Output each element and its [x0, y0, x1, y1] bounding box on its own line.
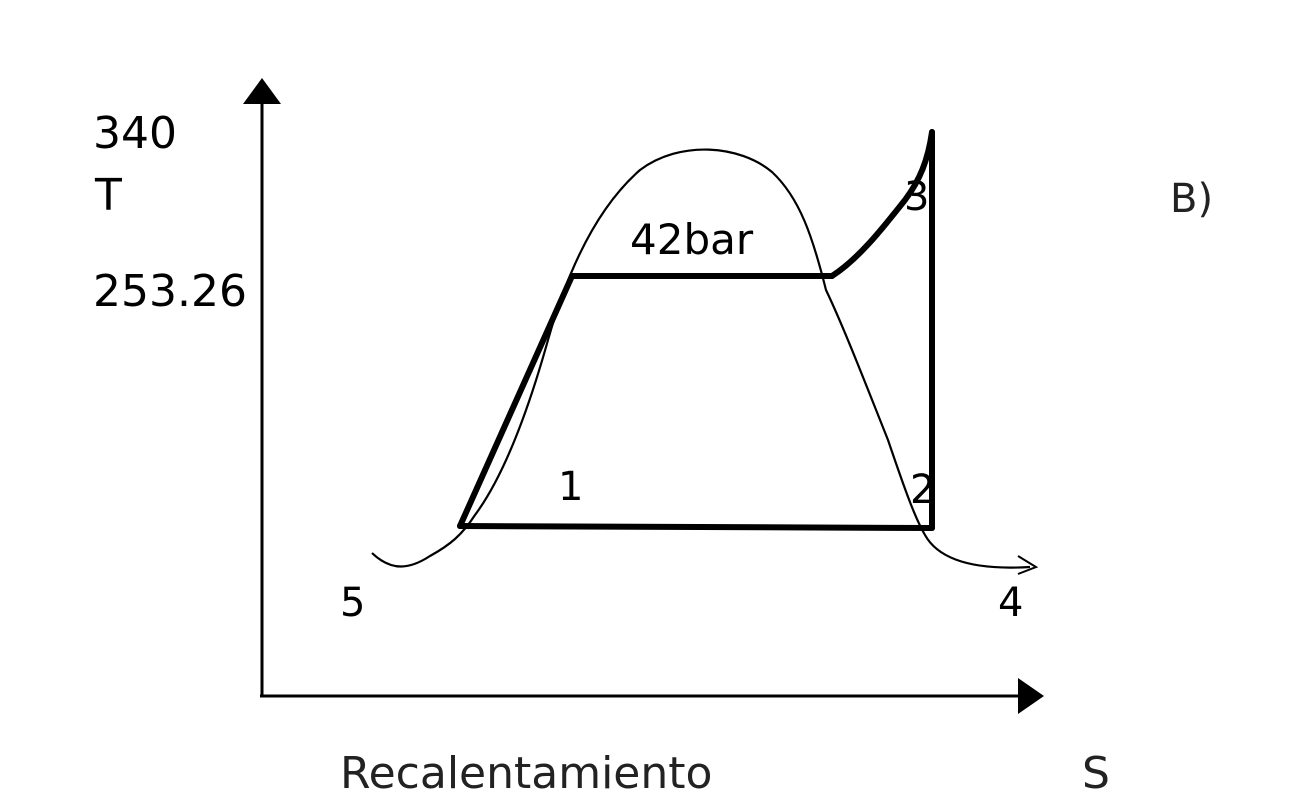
y-axis-top-value: 340	[93, 108, 177, 159]
curve-end-arrow	[1017, 555, 1039, 575]
x-axis-arrowhead	[1018, 678, 1044, 714]
pressure-label: 42bar	[630, 215, 754, 264]
x-axis-label: S	[1082, 748, 1110, 799]
cycle-condensation-line	[457, 523, 935, 531]
y-axis-label: T	[94, 170, 122, 221]
y-axis-arrowhead	[243, 78, 281, 104]
point-5-label: 5	[340, 580, 365, 626]
point-4-label: 4	[998, 580, 1023, 626]
y-axis-mid-value: 253.26	[93, 266, 247, 317]
caption: Recalentamiento	[340, 748, 712, 799]
point-2-label: 2	[910, 467, 935, 513]
cycle-liquid-line	[457, 273, 575, 529]
saturation-dome	[371, 148, 1031, 569]
panel-label: B)	[1170, 176, 1213, 222]
cycle-superheat-curve	[829, 129, 935, 279]
point-3-label: 3	[904, 174, 929, 220]
point-1-label: 1	[558, 464, 583, 510]
